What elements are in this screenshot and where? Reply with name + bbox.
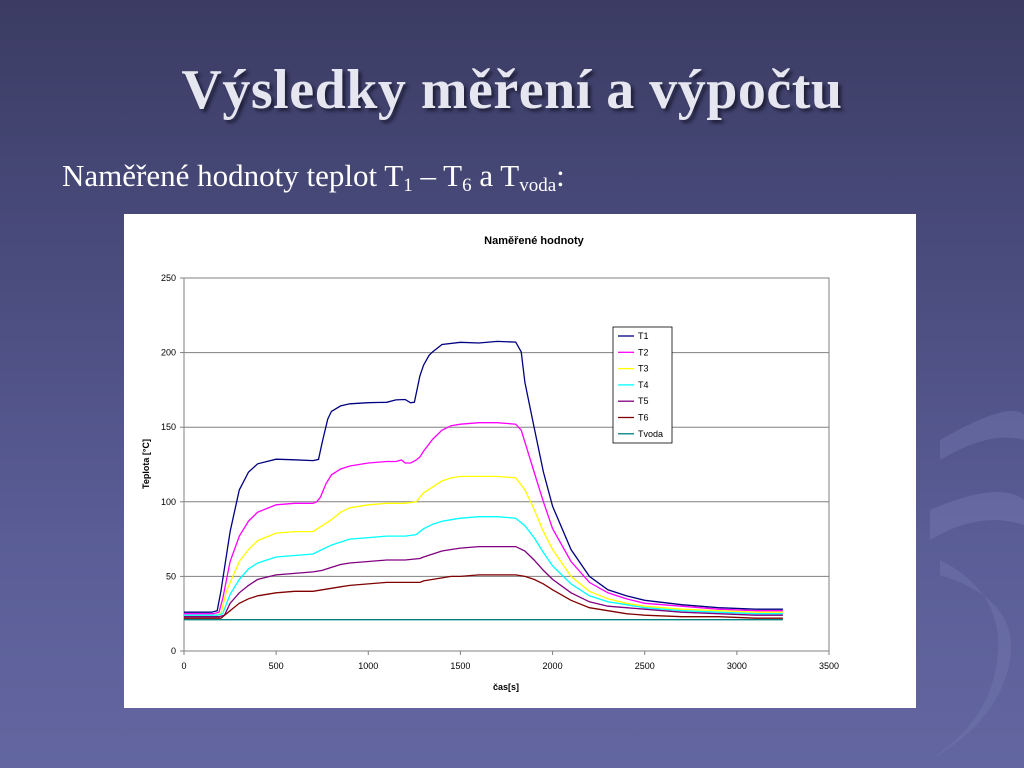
y-axis-label: Teplota [°C]: [141, 439, 151, 489]
x-tick-label: 1000: [358, 661, 378, 671]
subtitle-text-3: a T: [471, 158, 520, 193]
series-line-t4: [184, 516, 783, 616]
chart-panel: Naměřené hodnoty 0 50 100 150 200 250 0 500 100…: [124, 214, 916, 708]
legend-label: T1: [638, 331, 649, 341]
series-line-t5: [184, 545, 783, 618]
slide-title: Výsledky měření a výpočtu: [181, 59, 843, 121]
y-tick-label: 100: [161, 497, 176, 507]
subscript-voda: voda: [519, 175, 557, 196]
legend-label: T6: [638, 413, 649, 423]
subscript-1: 1: [403, 175, 413, 196]
subtitle-colon: :: [556, 158, 565, 193]
legend-box: [612, 326, 673, 444]
y-tick-label: 250: [161, 273, 176, 283]
x-tick-label: 2000: [543, 661, 563, 671]
y-tick-label: 50: [166, 571, 176, 581]
legend-label: T5: [638, 396, 649, 406]
x-tick-label: 3000: [727, 661, 747, 671]
x-tick-label: 500: [269, 661, 284, 671]
legend-label: T2: [638, 347, 649, 357]
y-tick-label: 0: [171, 646, 176, 656]
y-axis-ticks: 0 50 100 150 200 250: [161, 273, 184, 656]
subscript-6: 6: [462, 175, 472, 196]
legend: T1 T2 T3 T4 T5 T6 Tvoda: [612, 326, 673, 444]
series-line-t6: [184, 574, 783, 619]
series-lines: [184, 340, 783, 621]
series-line-t3: [184, 475, 783, 616]
x-tick-label: 2500: [635, 661, 655, 671]
line-chart: Naměřené hodnoty 0 50 100 150 200 250 0 500 100…: [141, 235, 839, 692]
series-line-t1: [184, 340, 783, 613]
x-axis-label: čas[s]: [493, 682, 519, 692]
x-axis-ticks: 0 500 1000 1500 2000 2500 3000 3500: [181, 651, 839, 671]
x-tick-label: 0: [181, 661, 186, 671]
y-tick-label: 200: [161, 348, 176, 358]
subtitle-text-2: – T: [412, 158, 463, 193]
chart-title: Naměřené hodnoty: [484, 235, 585, 247]
y-tick-label: 150: [161, 422, 176, 432]
legend-label: Tvoda: [638, 429, 663, 439]
series-line-t2: [184, 422, 783, 615]
x-tick-label: 3500: [819, 661, 839, 671]
legend-label: T4: [638, 380, 649, 390]
subtitle-text: Naměřené hodnoty teplot T: [62, 158, 404, 193]
gridlines: [184, 352, 829, 577]
x-tick-label: 1500: [450, 661, 470, 671]
plot-area: [183, 277, 830, 652]
slide-subtitle: Naměřené hodnoty teplot T1 – T6 a Tvoda:: [62, 158, 565, 197]
legend-label: T3: [638, 364, 649, 374]
